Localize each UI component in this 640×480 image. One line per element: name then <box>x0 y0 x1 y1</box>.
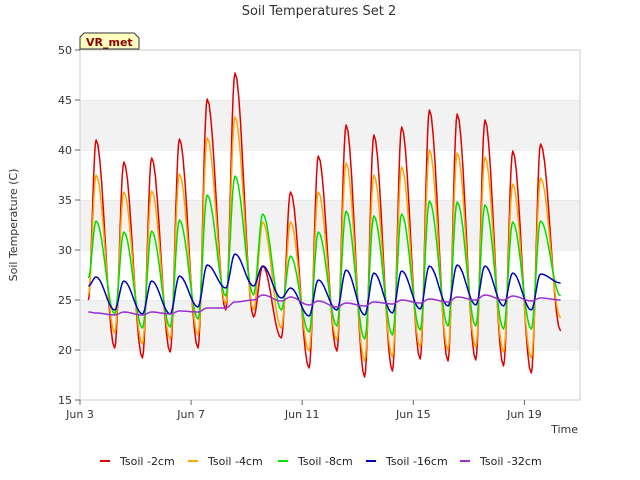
legend-label: Tsoil -2cm <box>119 455 175 468</box>
legend-label: Tsoil -16cm <box>385 455 448 468</box>
plot-area-border <box>79 49 581 401</box>
x-tick-label: Jun 15 <box>395 408 431 421</box>
series-layer <box>87 72 562 378</box>
grid-band <box>80 50 580 100</box>
y-tick-label: 35 <box>58 194 72 207</box>
y-tick-label: 30 <box>58 244 72 257</box>
x-axis-title: Time <box>550 423 578 436</box>
grid-band <box>80 300 580 350</box>
y-tick-label: 50 <box>58 44 72 57</box>
legend-label: Tsoil -4cm <box>207 455 263 468</box>
series-line-tsoil-16cm <box>88 253 561 317</box>
y-axis: 15 20 25 30 35 40 45 50 <box>58 44 80 407</box>
annotation-badge-text: VR_met <box>86 36 133 49</box>
x-axis: Jun 3 Jun 7 Jun 11 Jun 15 Jun 19 <box>65 400 542 421</box>
annotation-badge-box <box>79 32 140 50</box>
y-tick-label: 40 <box>58 144 72 157</box>
x-tick-label: Jun 11 <box>284 408 320 421</box>
grid-band <box>80 150 580 200</box>
y-tick-label: 20 <box>58 344 72 357</box>
x-tick-label: Jun 7 <box>176 408 205 421</box>
annotation-badge: VR_met <box>79 32 140 50</box>
grid-band <box>80 350 580 400</box>
grid-band <box>80 200 580 250</box>
legend: Tsoil -2cm Tsoil -4cm Tsoil -8cm Tsoil -16c… <box>100 455 542 468</box>
x-tick-label: Jun 3 <box>65 408 94 421</box>
y-tick-label: 25 <box>58 294 72 307</box>
y-axis-title: Soil Temperature (C) <box>7 169 20 282</box>
y-tick-label: 45 <box>58 94 72 107</box>
legend-label: Tsoil -8cm <box>297 455 353 468</box>
legend-label: Tsoil -32cm <box>479 455 542 468</box>
y-tick-label: 15 <box>58 394 72 407</box>
x-tick-label: Jun 19 <box>506 408 542 421</box>
chart-title: Soil Temperatures Set 2 <box>242 4 397 19</box>
series-line-tsoil-32cm <box>88 294 561 316</box>
grid-band <box>80 100 580 150</box>
